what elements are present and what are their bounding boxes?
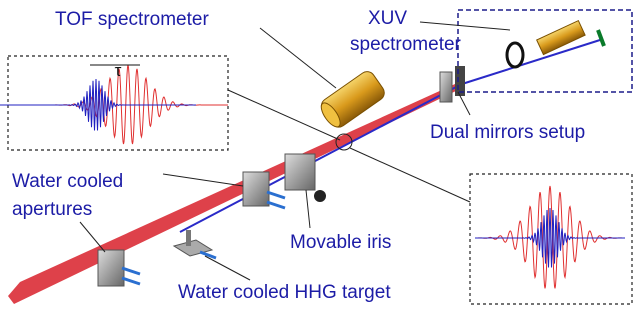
leader [205, 256, 250, 280]
xuv-beam-out [462, 40, 600, 84]
dual-mirrors [440, 66, 465, 102]
label: XUV [368, 8, 407, 29]
label: apertures [12, 199, 92, 220]
label: Water cooled HHG target [178, 282, 391, 303]
xuv-iris [507, 43, 523, 67]
hhg-target [174, 230, 216, 258]
aperture-1 [98, 250, 140, 286]
detector [598, 30, 604, 46]
leader [420, 22, 510, 30]
diagram: τ TOF spectrometer XUV spectrometer Dual… [0, 0, 638, 309]
label: spectrometer [350, 34, 462, 55]
delay-label: τ [115, 61, 122, 80]
leader [306, 190, 310, 228]
grating [537, 21, 585, 55]
iris [285, 154, 326, 202]
aperture-2 [243, 172, 285, 208]
label: Dual mirrors setup [430, 122, 585, 143]
leader [80, 222, 105, 252]
leader [260, 28, 336, 88]
leader [163, 174, 243, 186]
label: Water cooled [12, 171, 123, 192]
label: TOF spectrometer [55, 9, 209, 30]
label: Movable iris [290, 232, 391, 253]
leader [350, 148, 470, 202]
